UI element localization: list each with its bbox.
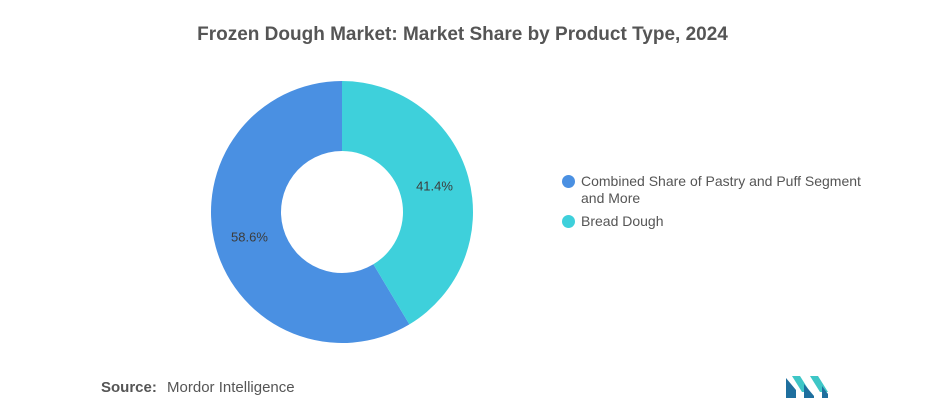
source-label: Source: bbox=[101, 379, 157, 396]
legend-item-bread-dough: Bread Dough bbox=[562, 213, 882, 230]
slice-pastry-puff bbox=[211, 81, 410, 343]
legend-swatch bbox=[562, 175, 575, 188]
legend-label: Bread Dough bbox=[581, 213, 664, 229]
source-note: Source: Mordor Intelligence bbox=[101, 379, 295, 396]
legend-swatch bbox=[562, 215, 575, 228]
mordor-intelligence-logo-icon bbox=[786, 376, 828, 398]
legend: Combined Share of Pastry and Puff Segmen… bbox=[562, 173, 882, 236]
chart-title: Frozen Dough Market: Market Share by Pro… bbox=[197, 24, 728, 45]
data-label-bread-dough: 41.4% bbox=[416, 178, 453, 193]
slice-bread-dough bbox=[342, 81, 474, 325]
legend-item-pastry-puff: Combined Share of Pastry and Puff Segmen… bbox=[562, 173, 882, 207]
data-label-pastry-puff: 58.6% bbox=[231, 230, 268, 245]
source-text: Mordor Intelligence bbox=[167, 379, 295, 396]
legend-label: Combined Share of Pastry and Puff Segmen… bbox=[581, 173, 861, 206]
